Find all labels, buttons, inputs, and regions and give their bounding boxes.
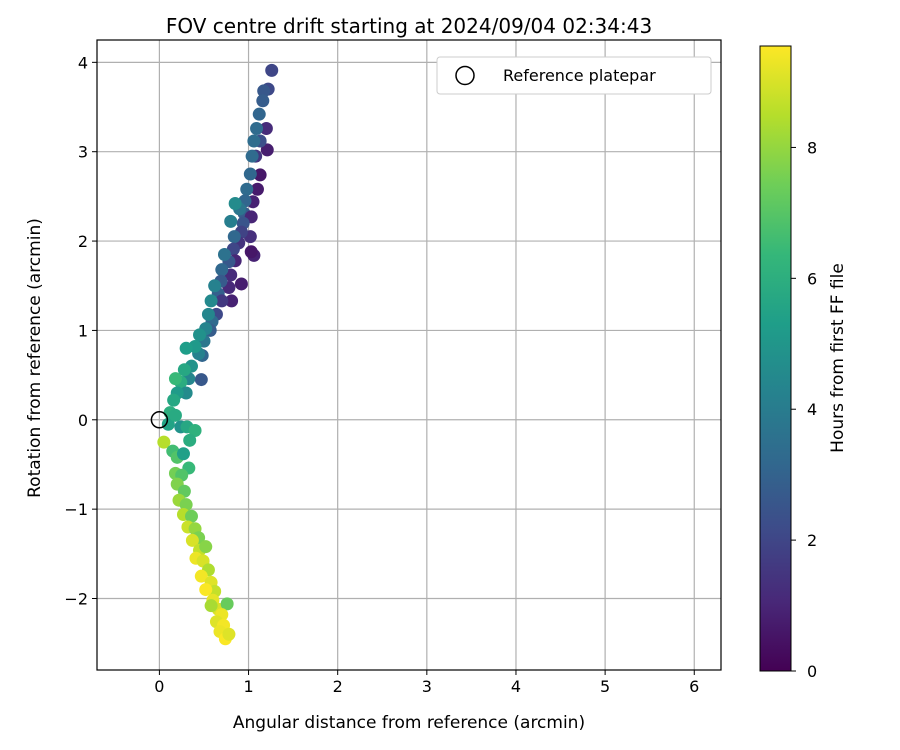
x-axis-ticks: 0 1 2 3 4 5 6	[154, 670, 699, 696]
reference-marker	[150, 411, 169, 429]
data-point	[167, 393, 181, 407]
x-tick-label: 2	[333, 677, 343, 696]
x-tick-label: 3	[422, 677, 432, 696]
colorbar-tick-label: 0	[807, 662, 817, 681]
data-point	[168, 372, 182, 386]
data-point	[215, 294, 229, 308]
data-point	[183, 433, 197, 447]
data-point	[201, 307, 215, 321]
data-point	[184, 509, 198, 523]
data-point	[250, 182, 264, 196]
legend-box	[436, 56, 712, 95]
data-point	[179, 341, 193, 355]
y-tick-label: 3	[78, 143, 88, 162]
data-point	[244, 245, 258, 259]
y-tick-label: −1	[64, 500, 88, 519]
data-point	[215, 263, 229, 277]
y-tick-label: −2	[64, 590, 88, 609]
colorbar-tick-label: 6	[807, 269, 817, 288]
data-point	[217, 247, 231, 261]
y-tick-label: 4	[78, 53, 88, 72]
data-point	[177, 363, 191, 377]
data-point	[199, 540, 213, 554]
data-point	[247, 134, 261, 148]
data-point	[185, 533, 199, 547]
data-point	[228, 197, 242, 211]
x-tick-label: 0	[154, 677, 164, 696]
data-point	[256, 94, 270, 108]
data-point	[194, 373, 208, 387]
data-point	[265, 63, 279, 77]
data-point	[194, 569, 208, 583]
y-tick-label: 0	[78, 411, 88, 430]
colorbar-tick-label: 4	[807, 400, 817, 419]
scatter-points	[157, 63, 279, 646]
legend-label: Reference platepar	[503, 66, 656, 85]
colorbar-ticks: 0 2 4 6 8	[791, 138, 817, 681]
x-tick-label: 5	[600, 677, 610, 696]
colorbar-tick-label: 8	[807, 138, 817, 157]
data-point	[188, 424, 202, 438]
legend-marker-icon	[455, 65, 475, 86]
data-point	[176, 447, 190, 461]
data-point	[208, 279, 222, 293]
x-tick-label: 6	[689, 677, 699, 696]
data-point	[259, 121, 273, 135]
data-point	[227, 230, 241, 244]
colorbar-label: Hours from first FF file	[828, 263, 848, 453]
colorbar-tick-label: 2	[807, 531, 817, 550]
reference-point-icon	[150, 411, 169, 429]
data-point	[245, 149, 259, 163]
data-point	[224, 214, 238, 228]
y-tick-label: 2	[78, 232, 88, 251]
data-point	[199, 583, 213, 597]
legend: Reference platepar	[436, 56, 712, 95]
data-point	[161, 417, 175, 431]
y-axis-label: Rotation from reference (arcmin)	[25, 218, 45, 498]
data-point	[157, 435, 171, 449]
data-point	[220, 597, 234, 611]
data-point	[204, 599, 218, 613]
data-point	[225, 294, 239, 308]
data-point	[260, 143, 274, 157]
data-point	[179, 498, 193, 512]
data-point	[243, 167, 257, 181]
grid-lines	[97, 40, 721, 670]
colorbar	[759, 45, 792, 672]
data-point	[204, 294, 218, 308]
data-point	[250, 121, 264, 135]
data-point	[252, 107, 266, 121]
x-tick-label: 4	[511, 677, 521, 696]
data-point	[193, 328, 207, 342]
chart-title: FOV centre drift starting at 2024/09/04 …	[166, 14, 652, 38]
data-point	[240, 182, 254, 196]
data-point	[253, 168, 267, 182]
data-point	[257, 84, 271, 98]
y-tick-label: 1	[78, 321, 88, 340]
data-point	[222, 627, 236, 641]
x-axis-label: Angular distance from reference (arcmin)	[233, 713, 585, 733]
x-tick-label: 1	[243, 677, 253, 696]
data-point	[179, 386, 193, 400]
data-point	[168, 408, 182, 422]
data-point	[234, 277, 248, 291]
y-axis-ticks: −2 −1 0 1 2 3 4	[64, 53, 97, 609]
plot-frame	[96, 39, 722, 671]
